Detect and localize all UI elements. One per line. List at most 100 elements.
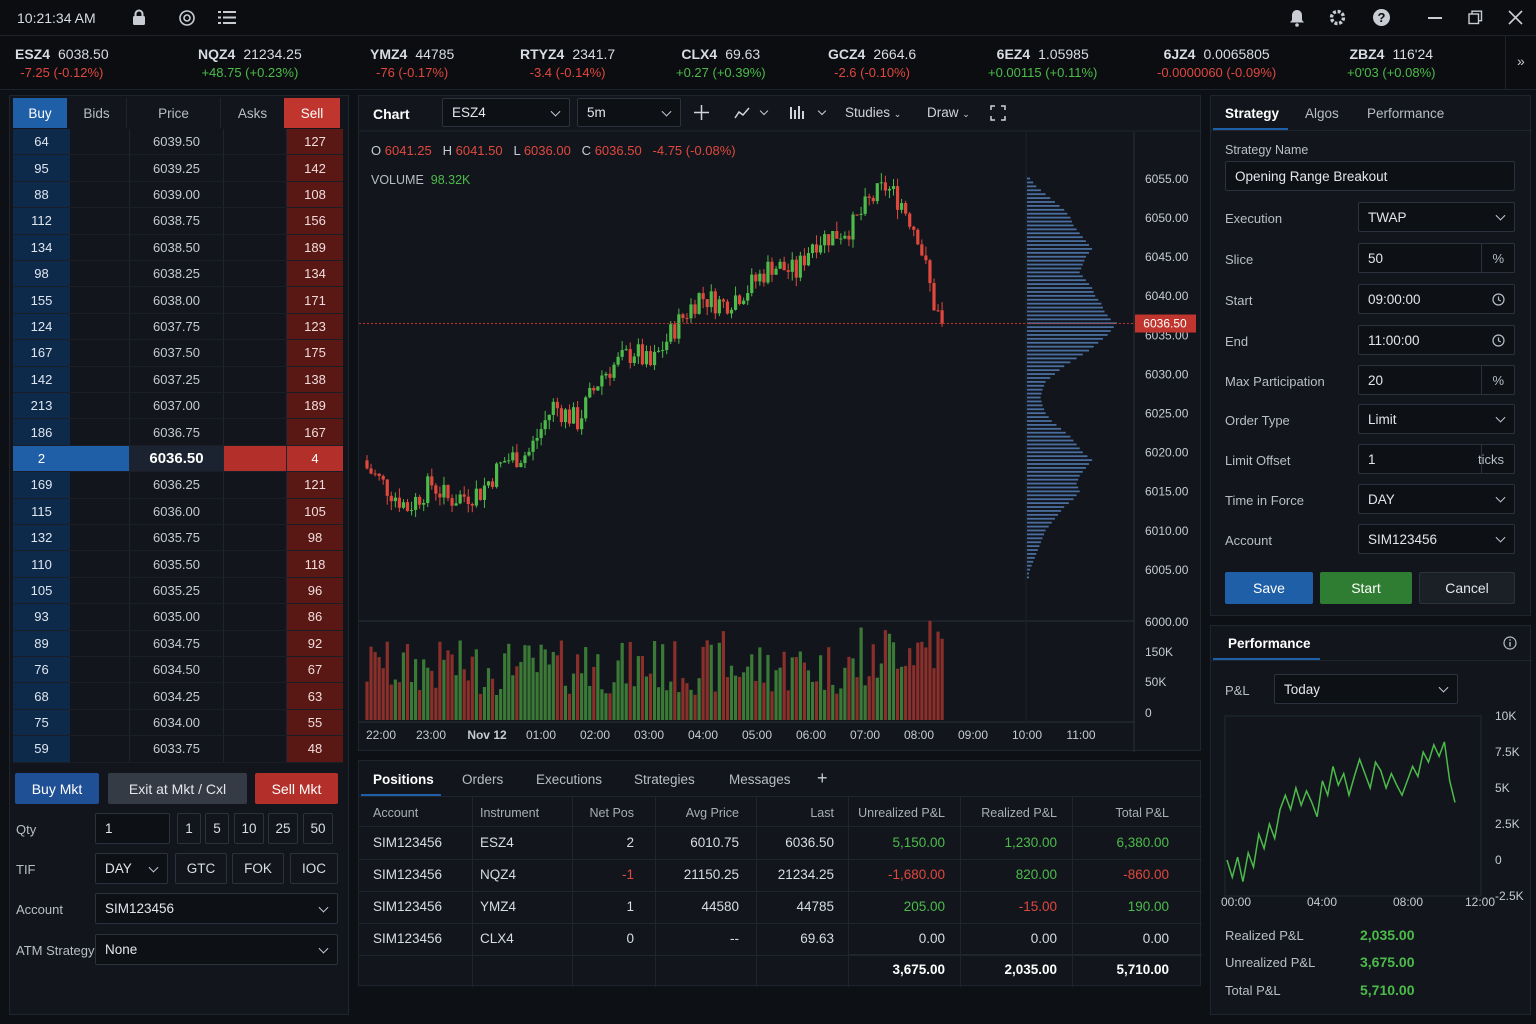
asks-cell[interactable] (224, 208, 287, 234)
sell-market-button[interactable]: Sell Mkt (255, 773, 338, 804)
bids-cell[interactable] (70, 657, 130, 683)
price-chart[interactable]: 6055.006050.006045.006040.006035.006030.… (359, 96, 1202, 752)
positions-tab[interactable]: Strategies (634, 772, 695, 787)
sell-cell[interactable]: 123 (287, 313, 343, 340)
asks-cell[interactable] (224, 498, 287, 524)
bar-chart-icon[interactable] (789, 104, 805, 120)
strategy-field-time[interactable]: 11:00:00 (1358, 325, 1515, 355)
sell-cell[interactable]: 108 (287, 181, 343, 208)
buy-cell[interactable]: 68 (13, 683, 70, 709)
sell-cell[interactable]: 4 (287, 445, 343, 472)
asks-cell[interactable] (224, 393, 287, 419)
cancel-button[interactable]: Cancel (1419, 572, 1515, 604)
asks-cell[interactable] (224, 366, 287, 392)
strategy-field-time[interactable]: 09:00:00 (1358, 284, 1515, 314)
qty-preset-button[interactable]: 1 (177, 813, 201, 844)
pnl-range-select[interactable]: Today (1274, 674, 1458, 704)
start-button[interactable]: Start (1320, 572, 1412, 604)
asks-cell[interactable] (224, 445, 287, 472)
clock-icon[interactable] (1492, 334, 1505, 347)
strategy-tab[interactable]: Algos (1305, 106, 1339, 121)
bids-cell[interactable] (70, 736, 130, 762)
info-icon[interactable] (1503, 636, 1517, 650)
chevron-right-icon[interactable]: » (1517, 53, 1525, 69)
buy-cell[interactable]: 93 (13, 604, 70, 630)
ticker-item[interactable]: GCZ4 2664.6 -2.6 (-0.10%) (828, 46, 916, 80)
tif-option-button[interactable]: GTC (175, 853, 227, 884)
strategy-field-suffix[interactable]: 1 ticks (1358, 444, 1515, 474)
ticker-item[interactable]: YMZ4 44785 -76 (-0.17%) (370, 46, 454, 80)
asks-cell[interactable] (224, 683, 287, 709)
bids-cell[interactable] (70, 445, 130, 472)
asks-cell[interactable] (224, 577, 287, 604)
sell-cell[interactable]: 138 (287, 366, 343, 392)
bids-cell[interactable] (70, 287, 130, 313)
tif-select[interactable]: DAY (95, 853, 168, 884)
strategy-tab[interactable]: Performance (1367, 106, 1445, 121)
bids-cell[interactable] (70, 155, 130, 181)
qty-input[interactable]: 1 (95, 813, 170, 844)
strategy-field-select[interactable]: DAY (1358, 484, 1515, 514)
buy-cell[interactable]: 155 (13, 287, 70, 313)
bids-cell[interactable] (70, 472, 130, 498)
buy-cell[interactable]: 76 (13, 657, 70, 683)
asks-cell[interactable] (224, 551, 287, 577)
sell-cell[interactable]: 156 (287, 208, 343, 234)
sell-cell[interactable]: 189 (287, 234, 343, 260)
bids-cell[interactable] (70, 498, 130, 524)
asks-cell[interactable] (224, 340, 287, 366)
sell-cell[interactable]: 121 (287, 472, 343, 498)
bids-cell[interactable] (70, 604, 130, 630)
buy-cell[interactable]: 112 (13, 208, 70, 234)
list-icon[interactable] (218, 10, 236, 25)
clock-icon[interactable] (1492, 293, 1505, 306)
bids-cell[interactable] (70, 234, 130, 260)
asks-cell[interactable] (224, 472, 287, 498)
buy-cell[interactable]: 167 (13, 340, 70, 366)
sell-cell[interactable]: 92 (287, 630, 343, 656)
tif-option-button[interactable]: IOC (290, 853, 338, 884)
symbol-select[interactable]: ESZ4 (442, 98, 570, 127)
qty-preset-button[interactable]: 25 (268, 813, 298, 844)
ticker-item[interactable]: 6JZ4 0.0065805 -0.0000060 (-0.09%) (1157, 46, 1276, 80)
buy-cell[interactable]: 134 (13, 234, 70, 260)
fullscreen-icon[interactable] (990, 105, 1006, 121)
asks-cell[interactable] (224, 657, 287, 683)
buy-cell[interactable]: 142 (13, 366, 70, 392)
account-select[interactable]: SIM123456 (95, 893, 338, 924)
draw-button[interactable]: Draw ⌄ (927, 105, 970, 120)
qty-preset-button[interactable]: 50 (303, 813, 333, 844)
asks-cell[interactable] (224, 181, 287, 208)
bids-cell[interactable] (70, 525, 130, 551)
strategy-field-suffix[interactable]: 20% (1358, 365, 1515, 395)
positions-tab[interactable]: Executions (536, 772, 603, 787)
qty-preset-button[interactable]: 5 (205, 813, 229, 844)
asks-cell[interactable] (224, 736, 287, 762)
ticker-item[interactable]: ZBZ4 116'24 +0'03 (+0.08%) (1347, 46, 1436, 80)
buy-cell[interactable]: 115 (13, 498, 70, 524)
asks-cell[interactable] (224, 525, 287, 551)
tif-option-button[interactable]: FOK (232, 853, 284, 884)
bids-cell[interactable] (70, 366, 130, 392)
sell-cell[interactable]: 105 (287, 498, 343, 524)
chart-tab[interactable]: Chart (373, 106, 410, 122)
sell-cell[interactable]: 142 (287, 155, 343, 181)
positions-tab[interactable]: Messages (729, 772, 791, 787)
bids-cell[interactable] (70, 683, 130, 709)
sell-cell[interactable]: 127 (287, 129, 343, 155)
buy-cell[interactable]: 98 (13, 261, 70, 287)
bell-icon[interactable] (1288, 8, 1306, 27)
asks-cell[interactable] (224, 155, 287, 181)
asks-cell[interactable] (224, 709, 287, 736)
sell-cell[interactable]: 167 (287, 419, 343, 445)
sell-cell[interactable]: 67 (287, 657, 343, 683)
bids-cell[interactable] (70, 340, 130, 366)
bids-cell[interactable] (70, 577, 130, 604)
buy-cell[interactable]: 110 (13, 551, 70, 577)
add-tab-icon[interactable]: + (817, 768, 828, 788)
strategy-tab[interactable]: Strategy (1225, 106, 1280, 121)
asks-cell[interactable] (224, 129, 287, 155)
gear-icon[interactable] (1328, 8, 1347, 27)
buy-market-button[interactable]: Buy Mkt (15, 773, 99, 804)
restore-icon[interactable] (1468, 10, 1483, 25)
